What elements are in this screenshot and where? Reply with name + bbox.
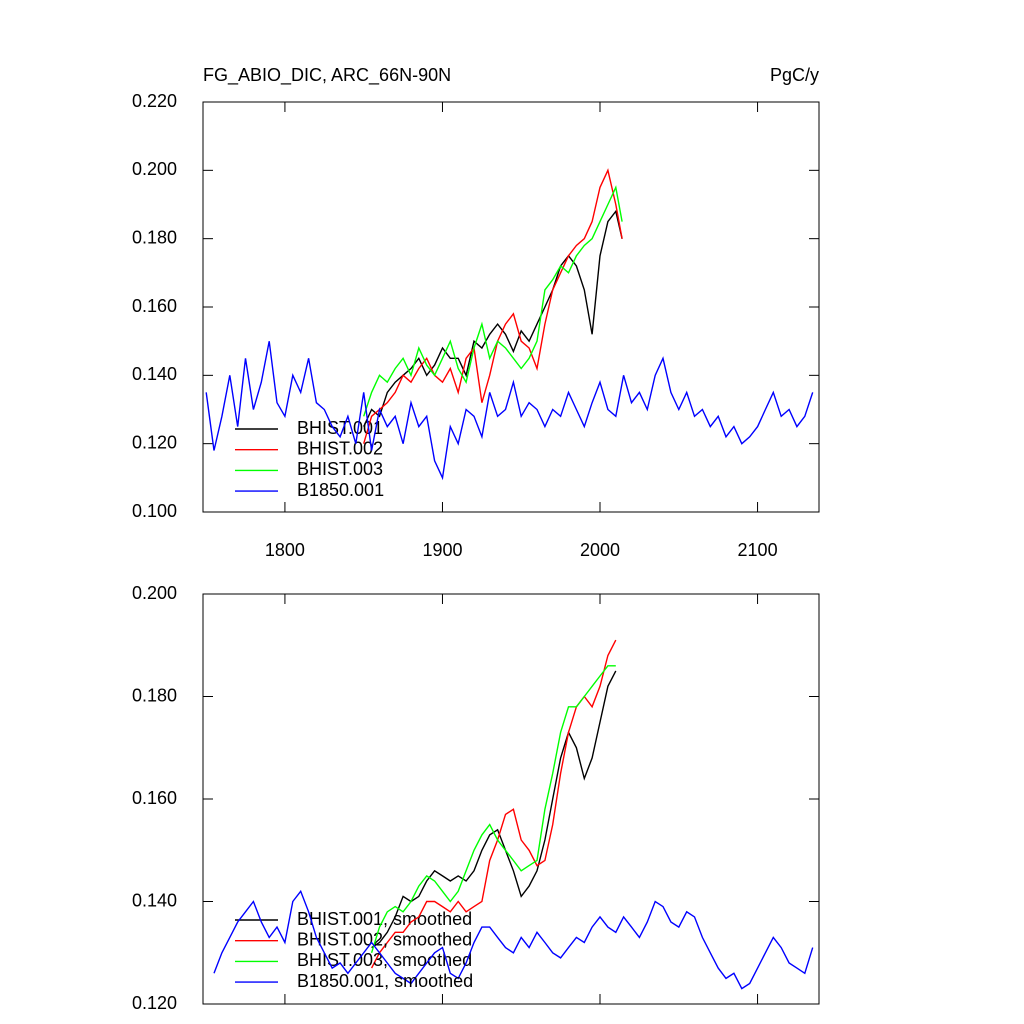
x-tick-label: 1800: [265, 540, 305, 560]
y-tick-label: 0.160: [132, 296, 177, 316]
data-line: [205, 341, 814, 481]
legend-label: BHIST.002: [297, 438, 383, 458]
plot-frame: [202, 593, 820, 1005]
x-tick-label: 2100: [738, 540, 778, 560]
legend-label: BHIST.002, smoothed: [297, 929, 472, 949]
plot-frame: [202, 101, 820, 513]
y-tick-label: 0.200: [132, 159, 177, 179]
legend-label: B1850.001, smoothed: [297, 971, 473, 991]
data-line: [363, 209, 623, 427]
y-tick-label: 0.120: [132, 432, 177, 452]
legend-label: BHIST.001: [297, 418, 383, 438]
y-tick-label: 0.160: [132, 788, 177, 808]
data-line: [213, 889, 814, 990]
y-tick-label: 0.200: [132, 583, 177, 603]
y-tick-label: 0.180: [132, 685, 177, 705]
y-tick-label: 0.120: [132, 993, 177, 1013]
x-tick-label: 2000: [580, 540, 620, 560]
chart-title: FG_ABIO_DIC, ARC_66N-90N: [203, 65, 451, 86]
x-tick-label: 1900: [422, 540, 462, 560]
y-tick-label: 0.140: [132, 364, 177, 384]
y-tick-label: 0.140: [132, 890, 177, 910]
data-line: [370, 665, 616, 954]
units-label: PgC/y: [770, 65, 819, 85]
legend-label: B1850.001: [297, 480, 384, 500]
data-line: [363, 185, 623, 417]
y-tick-label: 0.180: [132, 227, 177, 247]
data-line: [370, 639, 617, 969]
y-tick-label: 0.220: [132, 91, 177, 111]
legend-label: BHIST.001, smoothed: [297, 909, 472, 929]
data-line: [363, 168, 623, 444]
y-tick-label: 0.100: [132, 501, 177, 521]
legend-label: BHIST.003: [297, 459, 383, 479]
